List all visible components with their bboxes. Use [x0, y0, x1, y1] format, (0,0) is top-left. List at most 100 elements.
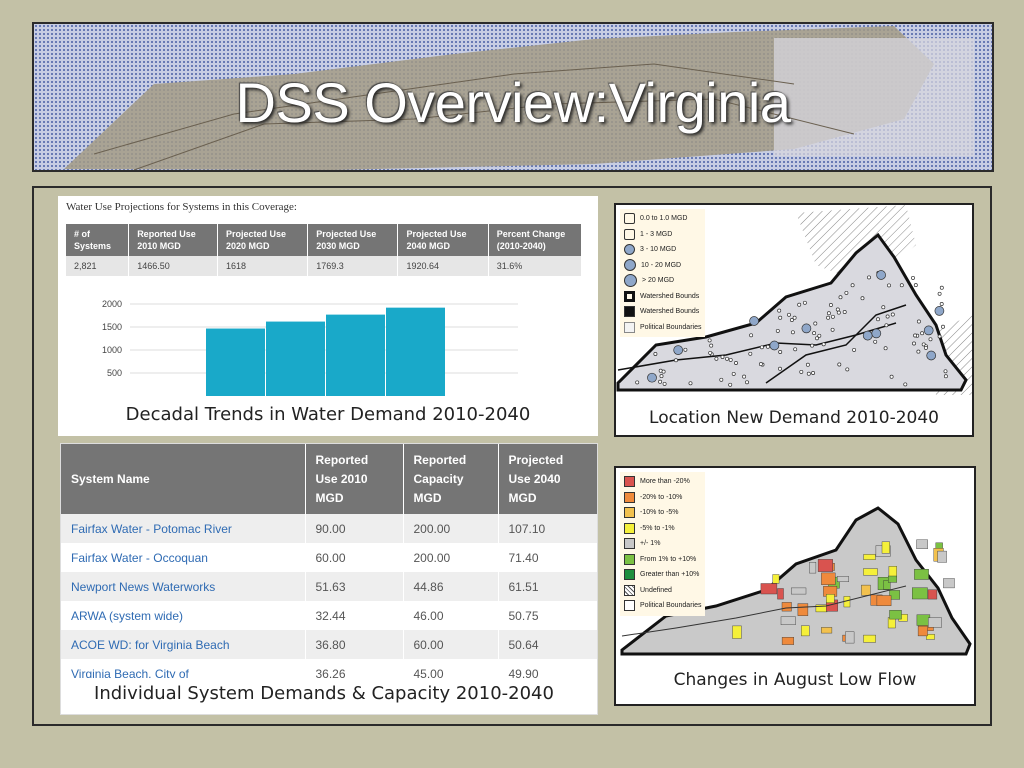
table-cell: 1618	[217, 256, 309, 276]
column-header: Projected Use 2040 MGD	[498, 444, 597, 514]
column-header: Projected Use 2040 MGD	[397, 224, 489, 256]
location-caption: Location New Demand 2010-2040	[616, 408, 972, 428]
legend-item: Greater than +10%	[624, 567, 701, 583]
legend-item: 0.0 to 1.0 MGD	[624, 211, 701, 227]
column-header: Percent Change (2010-2040)	[488, 224, 583, 256]
legend-label: Greater than +10%	[640, 571, 700, 579]
trend-caption: Decadal Trends in Water Demand 2010-2040	[58, 404, 598, 425]
table-cell: 200.00	[403, 543, 499, 572]
color-swatch	[624, 476, 635, 488]
table-cell: 32.44	[305, 601, 404, 630]
table-cell: 2,821	[66, 256, 130, 276]
legend-label: Watershed Bounds	[640, 308, 700, 316]
small-circle-icon	[624, 213, 635, 225]
table-row: ARWA (system wide) 32.44 46.00 50.75	[61, 601, 597, 630]
legend-item: > 20 MGD	[624, 273, 701, 289]
table-cell: 71.40	[498, 543, 597, 572]
system-name-link[interactable]: Newport News Waterworks	[61, 572, 306, 601]
column-header: Projected Use 2020 MGD	[217, 224, 309, 256]
color-swatch	[624, 522, 635, 534]
table-cell: 44.86	[403, 572, 499, 601]
circle-icon	[624, 274, 637, 288]
legend-label: 10 - 20 MGD	[641, 261, 682, 269]
square-filled-icon	[624, 306, 635, 318]
legend-item: Political Boundaries	[624, 598, 701, 614]
table-cell: 1466.50	[128, 256, 218, 276]
low-flow-patches	[732, 539, 955, 645]
legend-label: > 20 MGD	[642, 277, 675, 285]
legend-item: Watershed Bounds	[624, 304, 701, 320]
legend-item: -10% to -5%	[624, 505, 701, 521]
y-tick-label: 2000	[102, 299, 122, 309]
system-name-link[interactable]: Fairfax Water - Potomac River	[61, 514, 306, 543]
virginia-low-flow-map	[620, 506, 972, 656]
y-tick-label: 500	[107, 368, 122, 378]
table-cell: 90.00	[305, 514, 404, 543]
color-swatch	[624, 584, 635, 596]
legend-label: More than -20%	[640, 478, 690, 486]
low-flow-caption: Changes in August Low Flow	[616, 670, 974, 690]
table-cell: 50.64	[498, 630, 597, 659]
banner-map-image	[34, 24, 992, 170]
table-row: Fairfax Water - Occoquan 60.00 200.00 71.40	[61, 543, 597, 572]
legend-label: -10% to -5%	[640, 509, 679, 517]
legend-item: 3 - 10 MGD	[624, 242, 701, 258]
content-frame	[32, 186, 992, 726]
table-header-row: System Name Reported Use 2010 MGD Report…	[61, 444, 597, 514]
table-cell: 60.00	[305, 543, 404, 572]
legend-item: Undefined	[624, 583, 701, 599]
legend-label: +/- 1%	[640, 540, 661, 548]
legend-label: Political Boundaries	[640, 323, 702, 331]
table-cell: 60.00	[403, 630, 499, 659]
slide-title: DSS Overview:Virginia	[235, 71, 791, 134]
table-row: Fairfax Water - Potomac River 90.00 200.00…	[61, 514, 597, 543]
table-cell: 61.51	[498, 572, 597, 601]
color-swatch	[624, 569, 635, 581]
legend-label: 3 - 10 MGD	[640, 246, 677, 254]
legend-label: Political Boundaries	[640, 602, 702, 610]
system-caption: Individual System Demands & Capacity 201…	[63, 678, 585, 710]
bar-2010	[206, 328, 265, 396]
color-swatch	[624, 507, 635, 519]
low-flow-map-panel: More than -20% -20% to -10% -10% to -5% -5%…	[614, 466, 976, 706]
column-header: Reported Use 2010 MGD	[305, 444, 404, 514]
system-name-link[interactable]: ARWA (system wide)	[61, 601, 306, 630]
legend-item: From 1% to +10%	[624, 552, 701, 568]
circle-icon	[624, 244, 635, 256]
system-demands-panel: System Name Reported Use 2010 MGD Report…	[60, 443, 598, 715]
table-cell: 1920.64	[397, 256, 489, 276]
legend-label: -5% to -1%	[640, 524, 675, 532]
table-row: ACOE WD: for Virginia Beach 36.80 60.00 50.…	[61, 630, 597, 659]
color-swatch	[624, 491, 635, 503]
system-demands-table: System Name Reported Use 2010 MGD Report…	[61, 444, 597, 688]
table-header-row: # of Systems Reported Use 2010 MGD Proje…	[66, 224, 583, 256]
legend-label: From 1% to +10%	[640, 555, 697, 563]
circle-icon	[624, 259, 636, 272]
table-cell: 200.00	[403, 514, 499, 543]
legend-item: -5% to -1%	[624, 521, 701, 537]
table-cell: 1769.3	[307, 256, 399, 276]
title-banner: DSS Overview:Virginia	[32, 22, 994, 172]
color-swatch	[624, 553, 635, 565]
trend-heading: Water Use Projections for Systems in thi…	[66, 201, 297, 213]
low-flow-legend: More than -20% -20% to -10% -10% to -5% -5%…	[620, 472, 706, 616]
table-cell: 107.10	[498, 514, 597, 543]
location-legend: 0.0 to 1.0 MGD 1 - 3 MGD 3 - 10 MGD 10 -…	[620, 209, 706, 337]
column-header: System Name	[61, 444, 306, 514]
legend-item: More than -20%	[624, 474, 701, 490]
system-name-link[interactable]: ACOE WD: for Virginia Beach	[61, 630, 306, 659]
demand-points	[635, 270, 948, 387]
column-header: Projected Use 2030 MGD	[307, 224, 399, 256]
color-swatch	[624, 538, 635, 550]
legend-label: -20% to -10%	[640, 493, 683, 501]
legend-item: +/- 1%	[624, 536, 701, 552]
circle-icon	[624, 228, 635, 240]
table-cell: 50.75	[498, 601, 597, 630]
location-demand-map-panel: 0.0 to 1.0 MGD 1 - 3 MGD 3 - 10 MGD 10 -…	[614, 203, 974, 437]
legend-label: 1 - 3 MGD	[640, 230, 673, 238]
bar-2030	[326, 314, 385, 396]
y-tick-label: 1000	[102, 345, 122, 355]
table-cell: 36.80	[305, 630, 404, 659]
table-cell: 51.63	[305, 572, 404, 601]
system-name-link[interactable]: Fairfax Water - Occoquan	[61, 543, 306, 572]
